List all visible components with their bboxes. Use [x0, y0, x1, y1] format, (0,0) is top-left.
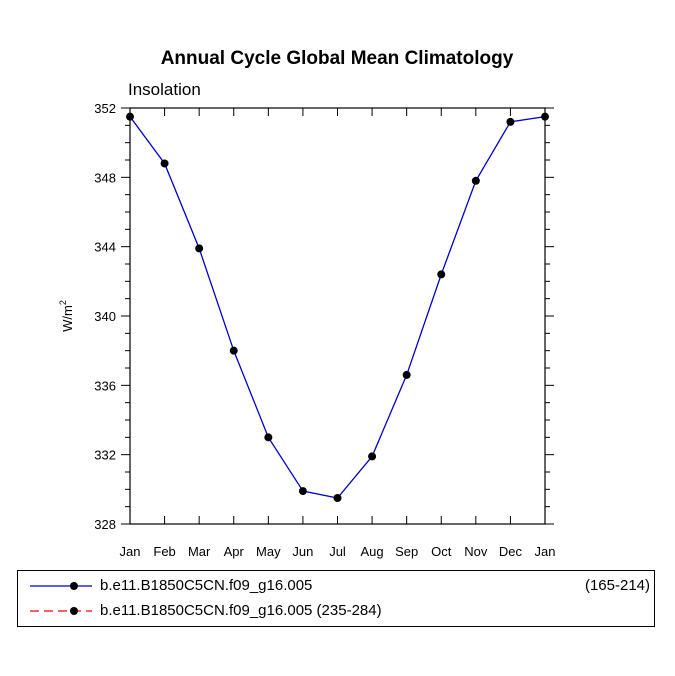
svg-text:W/m2: W/m2 — [58, 300, 75, 332]
data-point — [160, 159, 169, 168]
x-tick-label: Feb — [153, 544, 175, 559]
legend-label-1: b.e11.B1850C5CN.f09_g16.005 — [100, 577, 313, 594]
data-point — [298, 487, 307, 496]
y-axis-label-base: W/m — [60, 305, 75, 332]
y-tick-label: 336 — [94, 378, 116, 393]
data-point — [402, 370, 411, 379]
x-tick-label: Jul — [329, 544, 346, 559]
x-tick-label: May — [256, 544, 281, 559]
x-tick-label: Dec — [499, 544, 523, 559]
data-point — [506, 117, 515, 126]
legend-swatch-1 — [30, 582, 92, 590]
legend-entry-2: b.e11.B1850C5CN.f09_g16.005 (235-284) — [18, 600, 654, 622]
x-tick-labels: Jan Feb Mar Apr May Jun Jul Aug Sep Oct Nov Dec Jan — [120, 544, 556, 559]
y-tick-label: 344 — [94, 240, 116, 255]
y-tick-labels: 352 348 344 340 336 332 328 — [94, 101, 116, 532]
x-tick-label: Mar — [188, 544, 211, 559]
axis-ticks — [121, 107, 554, 525]
legend-label-2: b.e11.B1850C5CN.f09_g16.005 (235-284) — [100, 602, 382, 619]
x-tick-label: Apr — [224, 544, 245, 559]
data-point — [229, 346, 238, 355]
y-tick-label: 348 — [94, 170, 116, 185]
x-tick-label: Aug — [361, 544, 384, 559]
y-axis-label-sup: 2 — [58, 300, 68, 305]
series-line-1 — [129, 116, 546, 499]
x-tick-label: Jun — [292, 544, 313, 559]
series-layer — [126, 112, 549, 502]
chart-subtitle: Insolation — [128, 80, 201, 99]
chart-title: Annual Cycle Global Mean Climatology — [161, 48, 514, 69]
y-tick-label: 340 — [94, 309, 116, 324]
plot-frame — [129, 107, 546, 525]
legend-swatch-2 — [30, 607, 92, 615]
data-point — [333, 494, 342, 502]
data-point — [195, 244, 204, 253]
data-point — [368, 452, 377, 461]
data-point — [437, 270, 446, 279]
x-tick-label: Nov — [464, 544, 488, 559]
y-tick-label: 328 — [94, 517, 116, 532]
y-tick-label: 332 — [94, 448, 116, 463]
x-tick-label: Jan — [535, 544, 556, 559]
y-axis-label: W/m2 — [58, 300, 75, 332]
data-point — [471, 176, 480, 185]
x-tick-label: Jan — [120, 544, 141, 559]
y-tick-label: 352 — [94, 101, 116, 116]
x-tick-label: Oct — [431, 544, 452, 559]
legend-entry-1: b.e11.B1850C5CN.f09_g16.005 (165-214) — [18, 575, 654, 597]
legend-suffix-1: (165-214) — [584, 577, 650, 594]
data-point — [126, 112, 134, 121]
data-point — [541, 112, 549, 121]
legend: b.e11.B1850C5CN.f09_g16.005 (165-214) b.… — [17, 570, 655, 627]
data-point — [264, 433, 273, 442]
x-tick-label: Sep — [395, 544, 418, 559]
